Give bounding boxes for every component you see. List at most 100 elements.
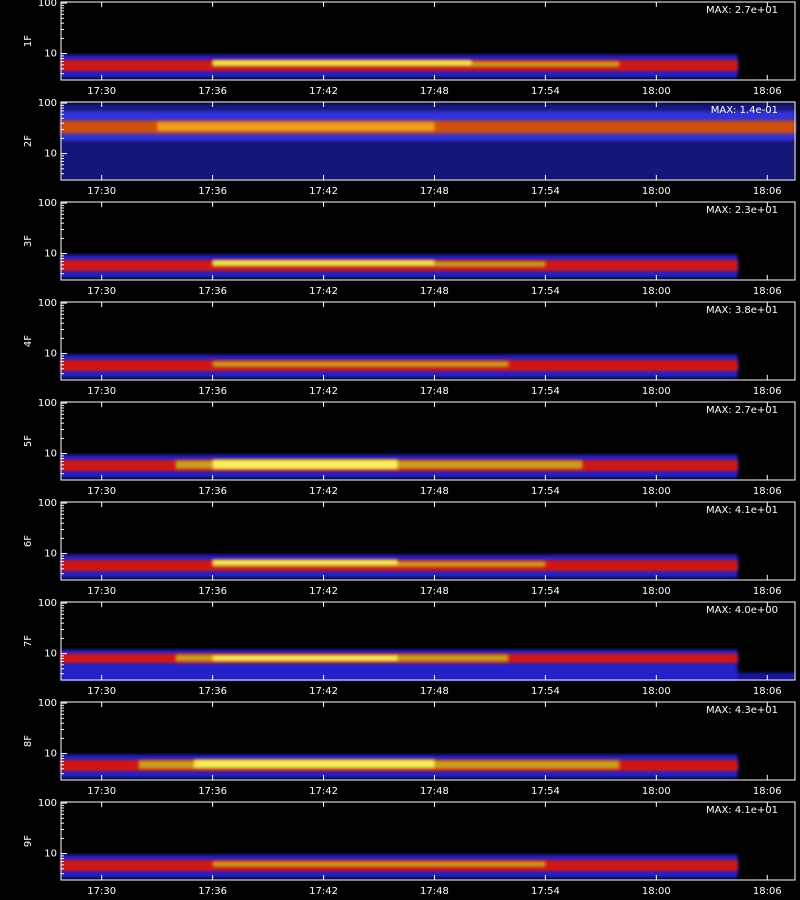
- x-tick-label: 17:42: [309, 786, 338, 797]
- x-tick-label: 18:06: [753, 686, 782, 697]
- max-annotation: MAX: 4.1e+01: [706, 805, 778, 816]
- max-annotation: MAX: 4.3e+01: [706, 705, 778, 716]
- x-tick-label: 17:36: [198, 186, 227, 197]
- x-tick-label: 17:48: [420, 286, 449, 297]
- x-tick-label: 18:00: [642, 786, 671, 797]
- x-tick-label: 17:36: [198, 386, 227, 397]
- x-tick-label: 17:36: [198, 786, 227, 797]
- x-tick-label: 18:06: [753, 186, 782, 197]
- plot-frame: [60, 301, 796, 381]
- x-tick-label: 17:42: [309, 86, 338, 97]
- plot-frame: [60, 801, 796, 881]
- x-tick-label: 18:00: [642, 886, 671, 897]
- plot-frame: [60, 101, 796, 181]
- x-tick-label: 17:42: [309, 286, 338, 297]
- x-tick-label: 17:54: [531, 286, 560, 297]
- x-tick-label: 17:54: [531, 686, 560, 697]
- y-axis-label: 6F: [23, 535, 34, 547]
- x-tick-label: 17:42: [309, 186, 338, 197]
- x-tick-label: 17:30: [87, 486, 116, 497]
- x-tick-label: 17:48: [420, 886, 449, 897]
- x-tick-label: 17:30: [87, 886, 116, 897]
- x-tick-label: 17:30: [87, 586, 116, 597]
- x-tick-label: 17:36: [198, 86, 227, 97]
- y-axis-label: 4F: [23, 335, 34, 347]
- x-tick-label: 17:48: [420, 586, 449, 597]
- plot-frame: [60, 701, 796, 781]
- x-tick-label: 18:00: [642, 186, 671, 197]
- y-tick-label: 10: [44, 449, 57, 460]
- x-tick-label: 18:06: [753, 386, 782, 397]
- plot-frame: [60, 601, 796, 681]
- max-annotation: MAX: 3.8e+01: [706, 305, 778, 316]
- max-annotation: MAX: 2.7e+01: [706, 5, 778, 16]
- y-tick-label: 100: [38, 798, 57, 809]
- x-tick-label: 17:30: [87, 786, 116, 797]
- y-axis-label: 3F: [23, 235, 34, 247]
- y-tick-label: 100: [38, 498, 57, 509]
- x-tick-label: 18:06: [753, 886, 782, 897]
- y-tick-label: 100: [38, 198, 57, 209]
- x-tick-label: 18:06: [753, 786, 782, 797]
- spectral-band: [194, 759, 435, 768]
- y-tick-label: 10: [44, 749, 57, 760]
- x-tick-label: 18:00: [642, 686, 671, 697]
- y-tick-label: 10: [44, 649, 57, 660]
- spectral-band: [212, 260, 435, 265]
- plot-frame: [60, 1, 796, 81]
- x-tick-label: 17:42: [309, 386, 338, 397]
- x-tick-label: 17:42: [309, 486, 338, 497]
- x-tick-label: 17:42: [309, 686, 338, 697]
- y-tick-label: 100: [38, 698, 57, 709]
- x-tick-label: 17:42: [309, 886, 338, 897]
- x-tick-label: 17:48: [420, 186, 449, 197]
- spectral-band: [157, 122, 435, 131]
- y-tick-label: 100: [38, 298, 57, 309]
- y-tick-label: 10: [44, 549, 57, 560]
- spectral-band: [212, 361, 509, 367]
- y-tick-label: 10: [44, 849, 57, 860]
- x-tick-label: 17:36: [198, 686, 227, 697]
- x-tick-label: 17:54: [531, 186, 560, 197]
- x-tick-label: 17:30: [87, 386, 116, 397]
- x-tick-label: 18:00: [642, 586, 671, 597]
- y-tick-label: 100: [38, 98, 57, 109]
- y-tick-label: 10: [44, 149, 57, 160]
- x-tick-label: 17:54: [531, 886, 560, 897]
- x-tick-label: 17:36: [198, 286, 227, 297]
- x-tick-label: 17:36: [198, 886, 227, 897]
- x-tick-label: 17:54: [531, 586, 560, 597]
- x-tick-label: 17:54: [531, 86, 560, 97]
- x-tick-label: 17:54: [531, 386, 560, 397]
- plot-frame: [60, 401, 796, 481]
- y-axis-label: 2F: [23, 135, 34, 147]
- x-tick-label: 18:06: [753, 86, 782, 97]
- y-tick-label: 100: [38, 598, 57, 609]
- max-annotation: MAX: 2.3e+01: [706, 205, 778, 216]
- plot-frame: [60, 501, 796, 581]
- x-tick-label: 18:06: [753, 286, 782, 297]
- x-tick-label: 17:48: [420, 786, 449, 797]
- y-tick-label: 100: [38, 0, 57, 9]
- spectral-band: [212, 655, 398, 661]
- spectral-band: [212, 459, 398, 469]
- x-tick-label: 17:30: [87, 86, 116, 97]
- y-tick-label: 10: [44, 49, 57, 60]
- y-tick-label: 10: [44, 349, 57, 360]
- x-tick-label: 17:30: [87, 286, 116, 297]
- max-annotation: MAX: 4.0e+00: [706, 605, 778, 616]
- max-annotation: MAX: 1.4e-01: [711, 105, 778, 116]
- x-tick-label: 18:06: [753, 586, 782, 597]
- x-tick-label: 18:00: [642, 486, 671, 497]
- x-tick-label: 17:48: [420, 386, 449, 397]
- x-tick-label: 17:48: [420, 686, 449, 697]
- x-tick-label: 17:30: [87, 186, 116, 197]
- max-annotation: MAX: 2.7e+01: [706, 405, 778, 416]
- x-tick-label: 18:06: [753, 486, 782, 497]
- spectral-band: [212, 60, 472, 65]
- x-tick-label: 17:30: [87, 686, 116, 697]
- spectral-band: [212, 861, 546, 867]
- y-axis-label: 1F: [23, 35, 34, 47]
- x-tick-label: 17:36: [198, 586, 227, 597]
